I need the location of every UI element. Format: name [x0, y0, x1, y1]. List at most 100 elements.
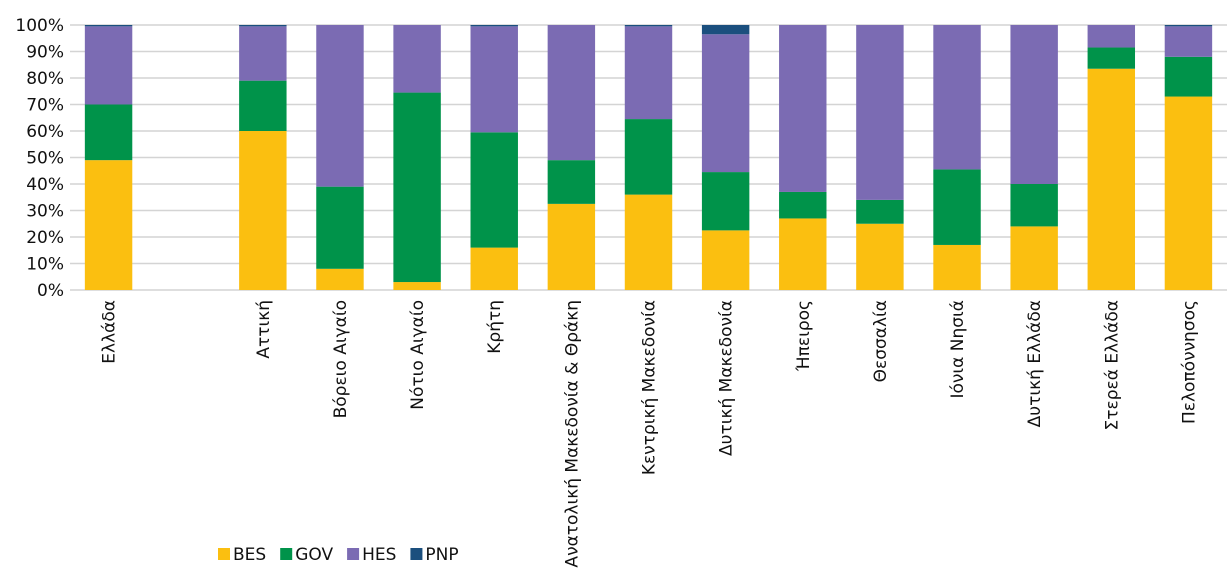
bar-segment-hes	[856, 25, 904, 200]
bar-stack	[84, 25, 133, 290]
x-category-label: Θεσσαλία	[871, 300, 891, 382]
legend-item-pnp: PNP	[410, 545, 459, 565]
x-category-label: Ελλάδα	[100, 300, 120, 364]
bar-segment-hes	[624, 26, 673, 120]
bar-segment-hes	[547, 25, 596, 161]
bar-segment-gov	[316, 186, 364, 269]
bar-segment-bes	[1010, 226, 1058, 290]
bar-segment-hes	[393, 25, 441, 93]
legend-label: GOV	[295, 545, 333, 565]
x-category-label: Ανατολική Μακεδονία & Θράκη	[562, 300, 582, 568]
legend-label: BES	[233, 545, 266, 565]
x-axis-category-labels: Ελλάδα Αττική Βόρειο Αιγαίο Νότιο Αιγαίο Κρή…	[100, 300, 1200, 568]
bar-segment-bes	[239, 131, 287, 290]
bar-stack	[470, 25, 518, 290]
bar-segment-bes	[316, 268, 364, 290]
bar-segment-gov	[393, 92, 441, 283]
bar-stack	[239, 25, 287, 290]
bar-segment-pnp	[624, 25, 673, 27]
y-tick-label: 40%	[26, 175, 64, 195]
bar-segment-bes	[779, 218, 827, 290]
legend-item-gov: GOV	[280, 545, 333, 565]
y-axis-tick-labels: 0% 10% 20% 30% 40% 50% 60% 70% 80% 90% 100%	[15, 16, 64, 301]
legend-item-bes: BES	[218, 545, 266, 565]
x-category-label: Ήπειρος	[794, 300, 814, 372]
bar-stack	[1087, 25, 1136, 290]
x-category-label: Ιόνια Νησιά	[948, 300, 968, 399]
legend-item-hes: HES	[347, 545, 396, 565]
bar-segment-pnp	[239, 25, 287, 27]
bar-segment-hes	[1087, 25, 1136, 48]
bar-segment-hes	[239, 26, 287, 81]
bar-segment-bes	[1087, 68, 1136, 290]
bar-segment-hes	[701, 34, 750, 173]
y-tick-label: 60%	[26, 122, 64, 142]
bar-segment-hes	[1010, 25, 1058, 184]
bar-stack	[933, 25, 981, 290]
bar-segment-hes	[779, 25, 827, 192]
bar-segment-bes	[933, 244, 981, 290]
bar-segment-hes	[933, 25, 981, 170]
x-category-label: Βόρειο Αιγαίο	[331, 300, 351, 418]
bar-segment-pnp	[84, 25, 133, 27]
y-tick-label: 10%	[26, 255, 64, 275]
x-category-label: Κρήτη	[485, 300, 505, 354]
x-category-label: Πελοπόννησος	[1179, 300, 1199, 424]
bar-segment-gov	[470, 132, 518, 248]
y-tick-label: 50%	[26, 149, 64, 169]
bar-stack	[1010, 25, 1058, 290]
bar-segment-gov	[547, 160, 596, 204]
legend-label: PNP	[425, 545, 458, 565]
bar-segment-gov	[933, 169, 981, 245]
y-tick-label: 90%	[26, 43, 64, 63]
bar-segment-gov	[624, 119, 673, 195]
x-category-label: Κεντρική Μακεδονία	[640, 300, 660, 475]
bar-segment-hes	[316, 25, 364, 187]
bar-segment-bes	[624, 194, 673, 290]
bar-segment-bes	[547, 203, 596, 290]
bar-segment-gov	[239, 80, 287, 131]
bar-segment-hes	[1164, 26, 1213, 57]
legend-label: HES	[362, 545, 396, 565]
y-tick-label: 100%	[15, 16, 64, 36]
bar-segment-gov	[701, 172, 750, 231]
bar-segment-gov	[779, 191, 827, 219]
bar-segment-hes	[470, 26, 518, 133]
x-category-label: Στερεά Ελλάδα	[1102, 300, 1122, 430]
y-tick-label: 20%	[26, 228, 64, 248]
legend-swatch	[410, 548, 423, 560]
bar-stack	[779, 25, 827, 290]
bar-segment-bes	[84, 160, 133, 290]
bar-stack	[856, 25, 904, 290]
bar-segment-bes	[701, 230, 750, 290]
bar-stack	[701, 25, 750, 290]
bar-segment-gov	[84, 104, 133, 161]
bar-segment-bes	[1164, 96, 1213, 290]
bars	[84, 25, 1213, 290]
bar-segment-gov	[1010, 184, 1058, 227]
bar-stack	[316, 25, 364, 290]
legend-swatch	[347, 548, 360, 560]
x-category-label: Νότιο Αιγαίο	[408, 300, 428, 410]
bar-stack	[393, 25, 441, 290]
bar-segment-pnp	[1164, 25, 1213, 27]
bar-segment-gov	[1164, 56, 1213, 97]
bar-segment-bes	[856, 223, 904, 290]
x-category-label: Δυτική Ελλάδα	[1025, 300, 1045, 427]
bar-stack	[624, 25, 673, 290]
y-tick-label: 0%	[37, 281, 64, 301]
legend: BES GOV HES PNP	[218, 545, 459, 565]
bar-stack	[547, 25, 596, 290]
y-tick-label: 80%	[26, 69, 64, 89]
bar-segment-bes	[393, 282, 441, 290]
x-category-label: Αττική	[254, 300, 274, 359]
legend-swatch	[218, 548, 230, 560]
bar-segment-gov	[856, 199, 904, 224]
bar-stack	[1164, 25, 1213, 290]
bar-segment-gov	[1087, 47, 1136, 69]
bar-segment-bes	[470, 247, 518, 290]
bar-segment-pnp	[701, 25, 750, 35]
x-category-label: Δυτική Μακεδονία	[717, 300, 737, 456]
bar-segment-pnp	[470, 25, 518, 27]
legend-swatch	[280, 548, 293, 560]
